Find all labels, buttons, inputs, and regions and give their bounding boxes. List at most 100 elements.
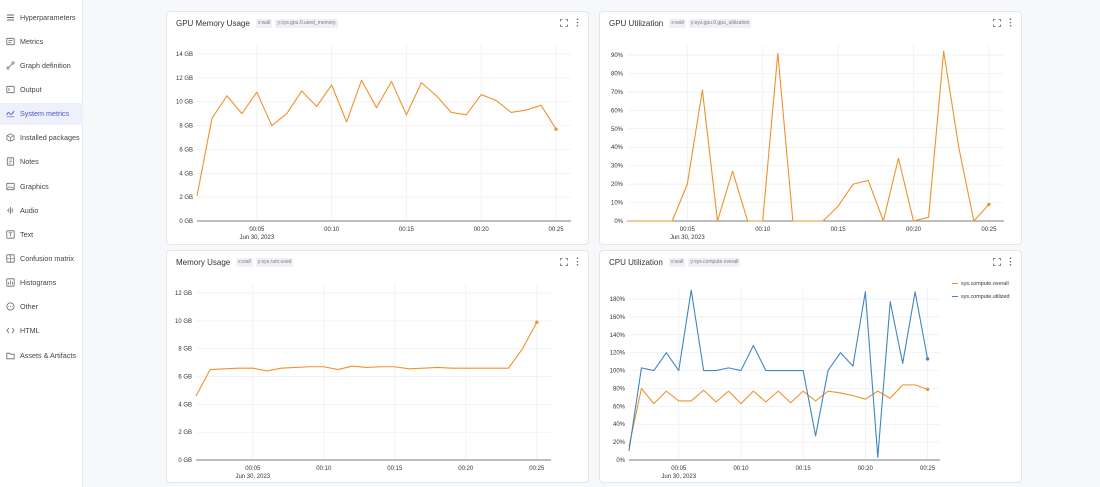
x-tick-label: 00:20 xyxy=(474,227,490,233)
sidebar-item-text[interactable]: Text xyxy=(0,223,83,245)
x-tick-label: 00:10 xyxy=(755,227,771,233)
series-line-sys-compute-overall[interactable] xyxy=(628,384,928,447)
panel-title: CPU Utilization xyxy=(609,257,663,267)
notes-icon xyxy=(5,156,16,167)
y-tick-label: 4 GB xyxy=(178,402,192,408)
sidebar-item-confusion-matrix[interactable]: Confusion matrix xyxy=(0,248,83,270)
chart-grid xyxy=(197,44,571,222)
sidebar: Hyperparameters Metrics Graph definition Ou… xyxy=(0,0,83,487)
x-tick-label: 00:15 xyxy=(796,466,812,472)
x-date-label: Jun 30, 2023 xyxy=(661,474,696,480)
y-tick-label: 40% xyxy=(611,145,624,151)
matrix-icon xyxy=(5,253,16,264)
panel-header: GPU Memory Usage x:wall y:sys.gpu.0.used… xyxy=(167,12,588,34)
y-tick-label: 0 GB xyxy=(179,219,193,225)
expand-icon[interactable] xyxy=(559,257,568,266)
sidebar-item-label: Installed packages xyxy=(20,133,80,143)
legend-item[interactable]: sys.compute.utilized xyxy=(952,290,1010,303)
chart-grid xyxy=(196,283,551,461)
x-axis-tag: x:wall xyxy=(255,18,273,28)
last-point-marker[interactable] xyxy=(987,202,991,207)
y-tick-label: 80% xyxy=(613,386,626,392)
sidebar-item-metrics[interactable]: Metrics xyxy=(0,30,83,52)
panel-actions xyxy=(554,257,582,266)
y-tick-label: 120% xyxy=(610,351,626,357)
x-axis-tag: x:wall xyxy=(668,257,686,267)
last-point-marker[interactable] xyxy=(554,127,558,131)
cpu-utilization-chart[interactable]: 0% 20% 40% 60% 80% 100% 120% 140% 160% 180% 00:05 0… xyxy=(600,251,1023,484)
sidebar-item-notes[interactable]: Notes xyxy=(0,151,83,173)
sidebar-item-label: Histograms xyxy=(20,278,57,288)
sidebar-item-assets-artifacts[interactable]: Assets & Artifacts xyxy=(0,344,83,366)
sidebar-item-label: Graph definition xyxy=(20,60,71,70)
x-tick-label: 00:15 xyxy=(831,227,847,233)
legend-item[interactable]: sys.compute.overall xyxy=(952,277,1010,290)
sidebar-item-label: Graphics xyxy=(20,181,49,191)
y-tick-label: 12 GB xyxy=(175,291,192,297)
sidebar-item-label: Confusion matrix xyxy=(20,254,74,263)
sidebar-item-graphics[interactable]: Graphics xyxy=(0,175,83,197)
sidebar-item-label: Hyperparameters xyxy=(20,12,76,22)
y-tick-label: 8 GB xyxy=(178,347,192,353)
panel-memory-usage: Memory Usage x:wall y:sys.ram.used 0 GB 2… xyxy=(166,250,589,483)
output-icon xyxy=(5,84,16,95)
cpu-chart-legend: sys.compute.overall sys.compute.utilized xyxy=(952,277,1010,303)
more-options-icon[interactable] xyxy=(1006,18,1015,27)
last-point-marker[interactable] xyxy=(535,320,539,324)
x-tick-label: 00:25 xyxy=(529,466,545,472)
y-tick-label: 10 GB xyxy=(175,319,192,325)
gpu-memory-chart[interactable]: 0 GB 2 GB 4 GB 6 GB 8 GB 10 GB 12 GB 14 GB 00:05… xyxy=(167,12,590,246)
y-tick-label: 60% xyxy=(613,404,626,410)
y-tick-label: 20% xyxy=(611,182,624,188)
expand-icon[interactable] xyxy=(992,18,1001,27)
y-tick-label: 140% xyxy=(610,333,626,339)
y-tick-label: 100% xyxy=(610,369,626,375)
audio-icon xyxy=(5,205,16,216)
more-options-icon[interactable] xyxy=(573,257,582,266)
series-line-series-0[interactable] xyxy=(196,79,557,197)
sidebar-item-label: Output xyxy=(20,84,42,94)
sidebar-item-audio[interactable]: Audio xyxy=(0,199,83,221)
expand-icon[interactable] xyxy=(992,257,1001,266)
sidebar-item-other[interactable]: Other xyxy=(0,296,83,318)
memory-usage-chart[interactable]: 0 GB 2 GB 4 GB 6 GB 8 GB 10 GB 12 GB 00:05 00:10… xyxy=(167,251,590,484)
sidebar-item-label: Audio xyxy=(20,205,39,215)
panel-actions xyxy=(987,257,1015,266)
series-line-series-0[interactable] xyxy=(627,50,990,222)
expand-icon[interactable] xyxy=(559,18,568,27)
sidebar-item-graph-definition[interactable]: Graph definition xyxy=(0,54,83,76)
last-point-marker[interactable] xyxy=(925,357,930,361)
x-tick-label: 00:10 xyxy=(324,227,340,233)
y-axis-tag: y:sys.compute.overall xyxy=(688,257,741,267)
y-tick-label: 90% xyxy=(611,53,624,59)
more-options-icon[interactable] xyxy=(573,18,582,27)
sidebar-item-output[interactable]: Output xyxy=(0,78,83,100)
sidebar-item-histograms[interactable]: Histograms xyxy=(0,272,83,294)
panel-title: GPU Memory Usage xyxy=(176,18,250,28)
sidebar-item-html[interactable]: HTML xyxy=(0,320,83,342)
sidebar-item-hyperparameters[interactable]: Hyperparameters xyxy=(0,6,83,28)
gpu-utilization-chart[interactable]: 0% 10% 20% 30% 40% 50% 60% 70% 80% 90% 00:05 00:10 0… xyxy=(600,12,1023,246)
y-axis-tag: y:sys.gpu.0.gpu_utilization xyxy=(688,18,752,28)
sidebar-item-label: Text xyxy=(20,229,34,239)
last-point-marker[interactable] xyxy=(925,387,930,392)
sidebar-item-system-metrics[interactable]: System metrics xyxy=(0,102,83,125)
more-options-icon[interactable] xyxy=(1006,257,1015,266)
x-tick-label: 00:05 xyxy=(245,466,261,472)
y-tick-label: 20% xyxy=(613,440,626,446)
x-tick-label: 00:05 xyxy=(249,227,265,233)
y-tick-label: 80% xyxy=(611,71,624,77)
list-icon xyxy=(5,12,16,23)
x-tick-label: 00:25 xyxy=(549,227,565,233)
y-tick-label: 50% xyxy=(611,127,624,133)
panel-actions xyxy=(554,18,582,27)
series-line-sys-compute-utilized[interactable] xyxy=(628,289,929,458)
sidebar-item-installed-packages[interactable]: Installed packages xyxy=(0,127,83,149)
y-tick-label: 6 GB xyxy=(178,375,192,381)
metrics-icon xyxy=(5,36,16,47)
histogram-icon xyxy=(5,277,16,288)
series-line-series-0[interactable] xyxy=(195,321,538,397)
y-tick-label: 14 GB xyxy=(176,52,193,58)
legend-swatch xyxy=(952,295,958,298)
y-tick-label: 0 GB xyxy=(178,458,192,464)
